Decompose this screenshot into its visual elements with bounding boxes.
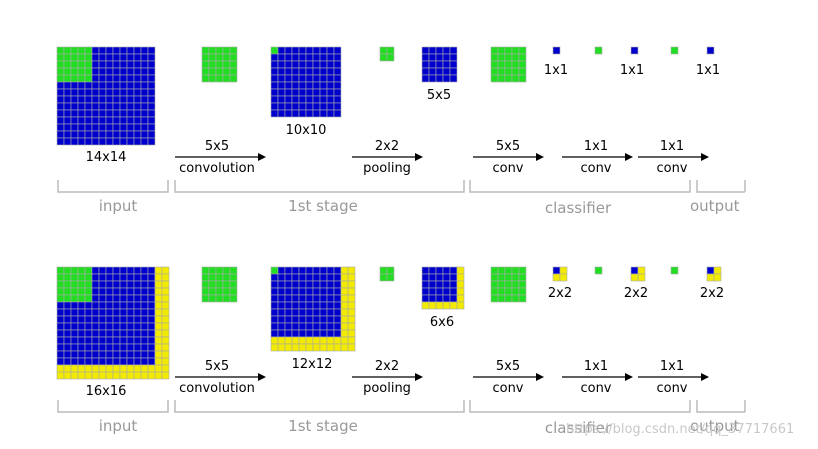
arrow-c5 — [473, 153, 544, 161]
out-size-label-3: 2x2 — [700, 286, 724, 301]
section-stage-label: 1st stage — [288, 417, 358, 435]
watermark: https://blog.csdn.net/qq_37717661 — [566, 422, 795, 437]
conv-output-grid — [270, 46, 342, 118]
pool-kernel — [379, 266, 395, 282]
arrow-c1a — [562, 153, 633, 161]
bracket-input — [57, 400, 169, 413]
pool-size-label: 5x5 — [427, 88, 451, 103]
conv1-op-bottom: convolution — [179, 161, 255, 176]
output-map-3 — [706, 266, 722, 282]
output-map-2 — [630, 46, 639, 55]
arrow-c1b — [638, 373, 709, 381]
input-grid — [56, 46, 156, 146]
bracket-output — [696, 400, 746, 413]
c1b-op-top: 1x1 — [660, 359, 684, 374]
kernel-1x1-b — [670, 46, 679, 55]
output-map-3 — [706, 46, 715, 55]
section-classifier-label: classifier — [545, 419, 612, 437]
c1a-op-top: 1x1 — [584, 139, 608, 154]
pool-op-top: 2x2 — [375, 359, 399, 374]
c5-op-top: 5x5 — [496, 139, 520, 154]
bracket-stage — [174, 180, 465, 193]
c1a-op-bottom: conv — [580, 161, 611, 176]
pool-op-bottom: pooling — [363, 161, 411, 176]
out-size-label-3: 1x1 — [696, 63, 720, 78]
pool-size-label: 6x6 — [430, 315, 454, 330]
row-no-padding — [56, 46, 746, 193]
bracket-input — [57, 180, 169, 193]
section-output-label: output — [690, 197, 740, 215]
arrow-c1b — [638, 153, 709, 161]
row-with-padding — [56, 266, 746, 413]
conv1-op-top: 5x5 — [205, 359, 229, 374]
conv-size-label: 12x12 — [292, 357, 333, 372]
c1b-op-bottom: conv — [656, 381, 687, 396]
out-size-label-1: 2x2 — [548, 286, 572, 301]
section-input-label: input — [99, 197, 138, 215]
input-grid — [56, 266, 170, 380]
out-size-label-2: 2x2 — [624, 286, 648, 301]
conv-kernel — [201, 46, 238, 83]
arrow-c1a — [562, 373, 633, 381]
pool-op-bottom: pooling — [363, 381, 411, 396]
input-size-label: 16x16 — [86, 384, 127, 399]
c5-op-bottom: conv — [492, 381, 523, 396]
pool-output-grid — [421, 46, 458, 83]
section-stage-label: 1st stage — [288, 197, 358, 215]
conv-output-grid — [270, 266, 356, 352]
classifier-kernel — [490, 46, 527, 83]
c1b-op-bottom: conv — [656, 161, 687, 176]
output-map-1 — [552, 46, 561, 55]
out-size-label-1: 1x1 — [544, 63, 568, 78]
arrow-pool — [352, 373, 423, 381]
arrow-pool — [352, 153, 423, 161]
pool-output-grid — [421, 266, 465, 310]
conv1-op-bottom: convolution — [179, 381, 255, 396]
kernel-1x1-a — [594, 266, 603, 275]
c1a-op-bottom: conv — [580, 381, 611, 396]
kernel-1x1-b — [670, 266, 679, 275]
input-size-label: 14x14 — [86, 150, 127, 165]
classifier-kernel — [490, 266, 527, 303]
bracket-stage — [174, 400, 465, 413]
output-map-1 — [552, 266, 568, 282]
arrow-c5 — [473, 373, 544, 381]
kernel-1x1-a — [594, 46, 603, 55]
bracket-classifier — [469, 400, 691, 413]
conv-size-label: 10x10 — [286, 123, 327, 138]
c5-op-top: 5x5 — [496, 359, 520, 374]
output-map-2 — [630, 266, 646, 282]
pool-op-top: 2x2 — [375, 139, 399, 154]
c1a-op-top: 1x1 — [584, 359, 608, 374]
out-size-label-2: 1x1 — [620, 63, 644, 78]
section-classifier-label: classifier — [545, 199, 612, 217]
c5-op-bottom: conv — [492, 161, 523, 176]
section-input-label: input — [99, 417, 138, 435]
bracket-output — [696, 180, 746, 193]
conv-kernel — [201, 266, 238, 303]
section-output-label: output — [690, 417, 740, 435]
c1b-op-top: 1x1 — [660, 139, 684, 154]
arrow-conv1 — [175, 373, 266, 381]
pool-kernel — [379, 46, 395, 62]
bracket-classifier — [469, 180, 691, 193]
arrow-conv1 — [175, 153, 266, 161]
conv1-op-top: 5x5 — [205, 139, 229, 154]
